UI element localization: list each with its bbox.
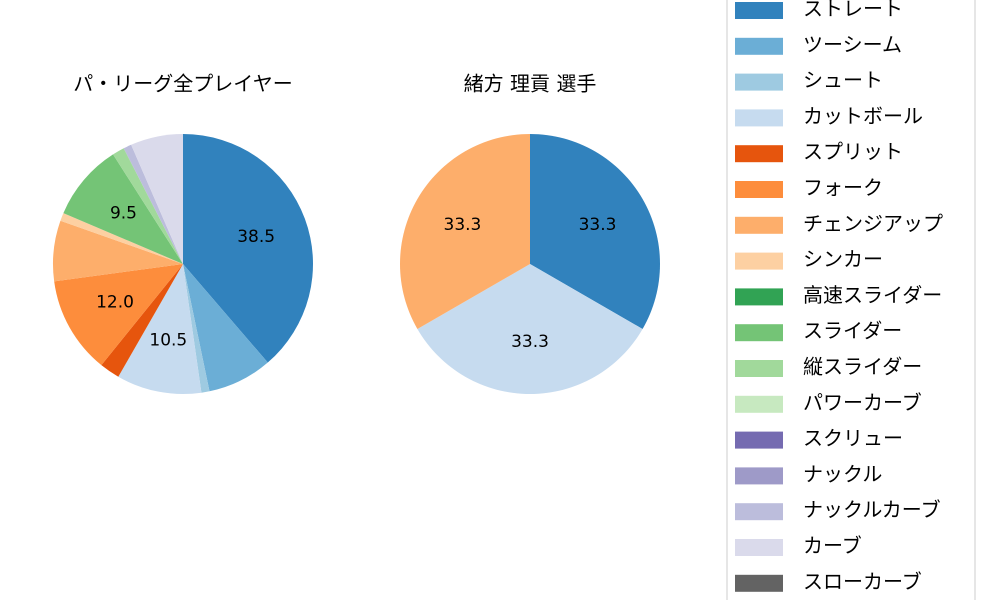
legend-swatch xyxy=(735,216,783,234)
legend-label: カットボール xyxy=(803,104,923,128)
legend-swatch xyxy=(735,503,783,521)
legend-label: カーブ xyxy=(803,534,862,558)
legend-label: チェンジアップ xyxy=(803,211,943,235)
legend-swatch xyxy=(735,395,783,413)
pie-slice xyxy=(183,264,268,392)
legend-label: ナックルカーブ xyxy=(803,498,941,522)
pie-slice xyxy=(400,134,530,329)
pie-slice xyxy=(101,264,183,377)
chart-title: 緒方 理貢 選手 xyxy=(464,72,597,96)
legend-frame xyxy=(726,0,976,600)
legend-swatch xyxy=(735,467,783,485)
legend-swatch xyxy=(735,539,783,556)
slice-label: 10.5 xyxy=(149,331,187,351)
legend-swatch xyxy=(735,37,783,55)
legend-label: パワーカーブ xyxy=(803,390,922,414)
legend-swatch xyxy=(735,252,783,270)
pie-slice xyxy=(54,264,184,366)
legend-label: 高速スライダー xyxy=(803,283,942,307)
slice-label: 33.3 xyxy=(579,215,617,235)
slice-label: 9.5 xyxy=(110,204,137,224)
legend-label: スクリュー xyxy=(803,426,903,450)
legend-label: スプリット xyxy=(803,140,903,164)
legend-label: スライダー xyxy=(803,319,902,343)
chart-title: パ・リーグ全プレイヤー xyxy=(73,72,292,96)
legend-label: シュート xyxy=(803,68,883,92)
legend-swatch xyxy=(735,145,783,163)
legend-swatch xyxy=(735,574,783,592)
legend-swatch xyxy=(735,288,783,306)
legend-label: フォーク xyxy=(803,176,883,200)
slice-label: 33.3 xyxy=(511,332,549,352)
legend-label: ツーシーム xyxy=(803,32,902,56)
pie-slice xyxy=(183,134,313,363)
legend-swatch xyxy=(735,324,783,342)
legend-swatch xyxy=(735,360,783,377)
pie-slice xyxy=(183,264,210,393)
pie-slice xyxy=(63,154,183,264)
pie-slice xyxy=(123,144,183,264)
pie-slice xyxy=(131,134,183,264)
pie-slice xyxy=(53,220,183,282)
legend-label: スローカーブ xyxy=(803,569,922,593)
legend-swatch xyxy=(735,181,783,198)
legend-swatch xyxy=(735,2,783,19)
legend-swatch xyxy=(735,73,783,91)
legend-label: シンカー xyxy=(803,247,883,271)
slice-label: 33.3 xyxy=(444,215,482,235)
slice-label: 12.0 xyxy=(96,292,134,312)
pie-slice xyxy=(60,213,183,264)
slice-label: 38.5 xyxy=(237,227,275,247)
pie-slice xyxy=(113,148,183,264)
legend-label: ナックル xyxy=(803,462,882,486)
pie-slice xyxy=(118,264,202,395)
pie-slice xyxy=(530,134,660,329)
legend-label: ストレート xyxy=(803,0,903,21)
legend-swatch xyxy=(735,109,783,127)
legend-label: 縦スライダー xyxy=(803,355,922,379)
legend-swatch xyxy=(735,431,783,449)
